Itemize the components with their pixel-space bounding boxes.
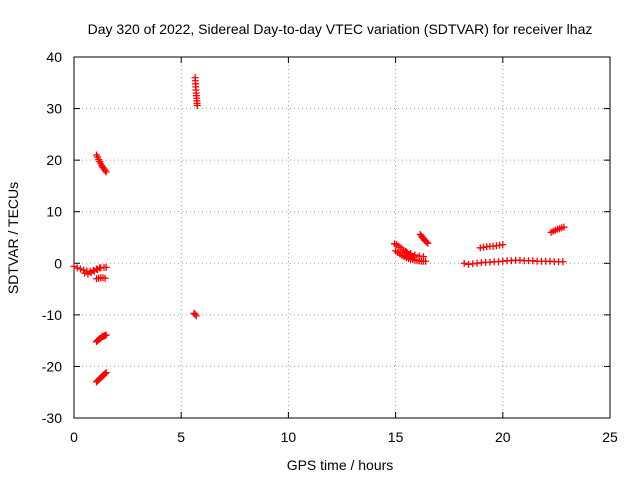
y-tick-label: -10 xyxy=(42,307,62,323)
chart-title: Day 320 of 2022, Sidereal Day-to-day VTE… xyxy=(88,21,593,37)
data-point xyxy=(70,262,78,270)
series-arc-early-neg15 xyxy=(93,331,110,346)
y-tick-label: 0 xyxy=(54,255,62,271)
data-point xyxy=(419,253,427,261)
x-tick-label: 20 xyxy=(495,429,511,445)
data-point xyxy=(102,263,110,271)
data-point xyxy=(499,241,507,249)
data-point xyxy=(87,269,95,277)
data-point xyxy=(102,331,110,339)
y-axis-label: SDTVAR / TECUs xyxy=(5,182,21,294)
series-arc-15h-c xyxy=(402,248,427,261)
data-point xyxy=(560,223,568,231)
x-axis-label: GPS time / hours xyxy=(287,457,394,473)
data-point xyxy=(559,258,567,266)
series-arc-5h-high xyxy=(191,74,201,109)
data-point xyxy=(193,101,201,109)
data-point xyxy=(84,270,92,278)
data-point xyxy=(402,248,410,256)
y-tick-label: 20 xyxy=(46,152,62,168)
data-point xyxy=(94,265,102,273)
series-arc-19h-3 xyxy=(476,241,507,252)
data-point xyxy=(192,312,200,320)
x-tick-label: 10 xyxy=(281,429,297,445)
x-tick-label: 25 xyxy=(602,429,618,445)
series-arc-16h-5 xyxy=(416,230,432,247)
data-point xyxy=(101,274,109,282)
data-point xyxy=(411,251,419,259)
series-arc-early-zero-b xyxy=(81,263,110,278)
series-arc-18-20h-zero xyxy=(460,256,567,268)
x-tick-label: 0 xyxy=(70,429,78,445)
y-tick-label: -30 xyxy=(42,410,62,426)
y-tick-label: 10 xyxy=(46,204,62,220)
data-point xyxy=(460,259,468,267)
data-point xyxy=(424,239,432,247)
series-arc-22h-6 xyxy=(547,223,568,236)
data-point xyxy=(102,369,110,377)
series-arc-early-neg3 xyxy=(93,274,109,283)
data-point xyxy=(422,257,430,265)
y-tick-label: 40 xyxy=(46,49,62,65)
series-arc-early-neg22 xyxy=(93,369,110,386)
data-point xyxy=(76,265,84,273)
data-point xyxy=(102,168,110,176)
y-tick-label: 30 xyxy=(46,101,62,117)
series-arc-early-20 xyxy=(93,151,110,176)
data-point xyxy=(101,166,109,174)
y-tick-label: -20 xyxy=(42,358,62,374)
grid xyxy=(74,57,610,418)
x-tick-label: 15 xyxy=(388,429,404,445)
x-tick-label: 5 xyxy=(177,429,185,445)
plot-frame xyxy=(73,56,611,419)
data-point xyxy=(191,310,199,318)
series-arc-5h-neg10 xyxy=(190,309,200,320)
data-point xyxy=(101,370,109,378)
axis-ticks: 0 5 10 15 20 25 -30 -20 -10 0 10 20 30 40 xyxy=(42,49,618,445)
data-point xyxy=(81,269,89,277)
data-points xyxy=(70,74,568,386)
data-point xyxy=(80,266,88,274)
data-point xyxy=(73,264,81,272)
data-point xyxy=(423,238,431,246)
data-point xyxy=(90,267,98,275)
data-point xyxy=(407,249,415,257)
